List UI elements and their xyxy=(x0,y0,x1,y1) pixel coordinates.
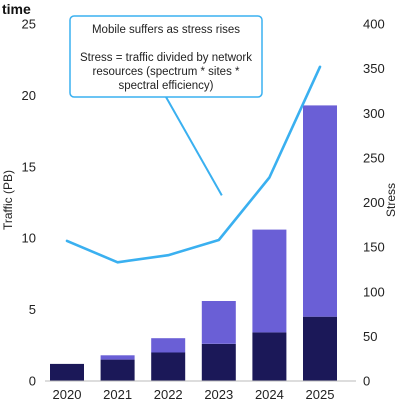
annotation-text-line: Mobile suffers as stress rises xyxy=(92,24,240,36)
bar-segment-2024-base xyxy=(252,332,287,381)
bar-segment-2020-base xyxy=(50,363,84,381)
x-tick-label: 2024 xyxy=(255,387,284,400)
x-tick-label: 2021 xyxy=(103,387,132,400)
y-left-tick-label: 10 xyxy=(22,231,36,246)
y-left-tick-label: 25 xyxy=(22,17,36,32)
stress-line xyxy=(65,65,322,264)
annotation-pointer xyxy=(165,96,223,196)
y-right-tick-label: 250 xyxy=(363,150,385,165)
y-right-tick-label: 150 xyxy=(363,240,385,255)
annotation-text-line: spectral efficiency) xyxy=(118,80,213,92)
bar-segment-2021-stack xyxy=(100,355,135,360)
y-left-tick-label: 5 xyxy=(29,302,36,317)
y-right-tick-label: 50 xyxy=(363,329,377,344)
bars-layer xyxy=(50,105,337,381)
chart-title: time xyxy=(2,1,31,17)
x-tick-label: 2023 xyxy=(204,387,233,400)
y-left-tick-label: 0 xyxy=(29,374,36,389)
bar-segment-2023-stack xyxy=(201,301,236,344)
y-axis-left-title: Traffic (PB) xyxy=(1,170,15,230)
y-right-tick-label: 400 xyxy=(363,17,385,32)
bar-segment-2021-base xyxy=(100,359,135,381)
bar-segment-2022-base xyxy=(151,352,186,381)
y-right-tick-label: 200 xyxy=(363,195,385,210)
y-right-tick-label: 100 xyxy=(363,284,385,299)
bar-segment-2024-stack xyxy=(252,229,287,333)
y-right-tick-label: 0 xyxy=(363,374,370,389)
axes-layer: 2020 2021 2022 2023 2024 20250510152025050100… xyxy=(22,17,385,400)
x-tick-label: 2025 xyxy=(306,387,335,400)
bar-segment-2023-base xyxy=(201,343,236,381)
annotation-text-line: Stress = traffic divided by network xyxy=(80,52,252,64)
y-axis-right-title: Stress xyxy=(384,183,398,217)
y-right-tick-label: 350 xyxy=(363,61,385,76)
bar-segment-2025-base xyxy=(303,316,337,381)
bar-segment-2025-stack xyxy=(303,105,337,317)
annotation: Mobile suffers as stress rises Stress = t… xyxy=(69,15,263,196)
x-tick-label: 2020 xyxy=(53,387,82,400)
line-layer xyxy=(65,65,322,264)
y-left-tick-label: 15 xyxy=(22,159,36,174)
annotation-box xyxy=(69,15,263,98)
y-left-tick-label: 20 xyxy=(22,88,36,103)
y-right-tick-label: 300 xyxy=(363,106,385,121)
annotation-text-line: resources (spectrum * sites * xyxy=(93,66,241,78)
bar-segment-2022-stack xyxy=(151,338,186,353)
x-tick-label: 2022 xyxy=(154,387,183,400)
